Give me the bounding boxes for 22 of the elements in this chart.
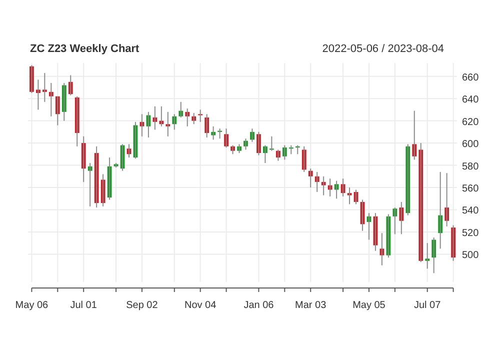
candlestick [42,72,47,102]
x-tick-label: May 05 [352,300,386,311]
x-tick-label: May 06 [15,300,49,311]
chart-title: ZC Z23 Weekly Chart [30,43,140,55]
x-tick-label: Jan 06 [244,300,274,311]
y-tick-label: 640 [462,94,480,106]
y-tick-label: 540 [462,206,480,217]
x-tick-label: Jul 01 [70,300,98,311]
x-tick-label: Nov 04 [184,300,217,311]
x-tick-label: Sep 02 [126,300,158,311]
y-tick-label: 600 [462,139,480,150]
y-tick-label: 520 [462,228,480,239]
y-tick-label: 620 [462,116,480,128]
y-tick-label: 660 [462,72,480,84]
chart-subtitle: 2022-05-06 / 2023-08-04 [322,43,444,55]
y-tick-label: 580 [462,161,480,172]
y-tick-label: 560 [462,184,480,195]
candlestick [425,242,430,270]
y-tick-label: 500 [462,250,480,262]
x-tick-label: Mar 03 [295,300,327,311]
candlestick [166,111,170,137]
x-tick-label: Jul 07 [414,300,442,311]
